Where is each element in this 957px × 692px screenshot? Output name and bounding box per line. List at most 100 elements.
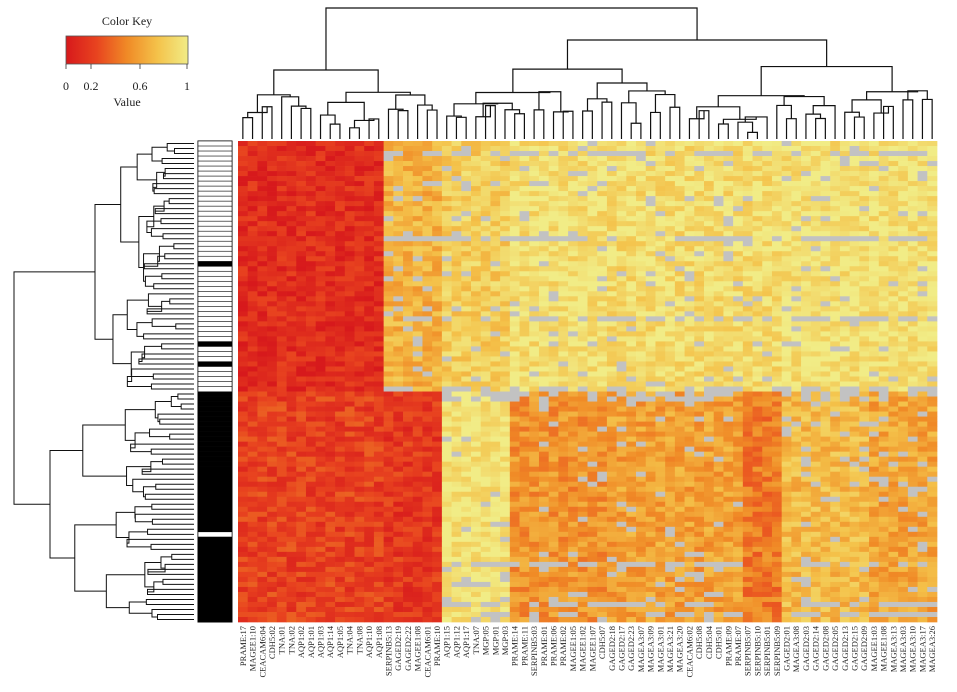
heatmap-cell [674,341,685,347]
heatmap-cell [791,236,802,242]
heatmap-cell [742,396,753,402]
heatmap-cell [305,321,317,327]
heatmap-cell [403,431,414,437]
heatmap-cell [451,246,462,252]
heatmap-cell [276,146,287,152]
heatmap-cell [791,176,802,182]
heatmap-cell [674,151,685,157]
heatmap-cell [810,381,821,387]
side-bar-cell [197,296,233,302]
heatmap-cell [733,336,744,342]
heatmap-cell [597,166,608,172]
heatmap-cell [771,306,783,312]
heatmap-cell [247,276,258,282]
heatmap-cell [791,321,802,327]
heatmap-cell [538,241,550,247]
heatmap-cell [344,301,355,307]
heatmap-cell [441,261,452,267]
heatmap-cell [558,391,569,397]
heatmap-cell [762,196,773,202]
heatmap-cell [364,161,375,167]
heatmap-cell [626,381,637,387]
heatmap-cell [898,156,909,162]
heatmap-cell [742,441,753,447]
heatmap-cell [723,241,734,247]
heatmap-cell [364,311,375,317]
heatmap-cell [432,266,443,272]
heatmap-cell [791,331,802,337]
dendrogram-branch [138,353,194,362]
heatmap-cell [354,416,365,422]
heatmap-cell [451,141,462,147]
heatmap-cell [733,146,744,152]
heatmap-cell [490,326,501,332]
heatmap-cell [538,326,550,332]
heatmap-cell [917,421,928,427]
side-bar-cell [198,596,232,603]
heatmap-cell [859,251,870,257]
heatmap-cell [335,186,346,192]
heatmap-cell [626,391,637,397]
heatmap-cell [373,166,384,172]
heatmap-cell [305,201,317,207]
heatmap-cell [771,196,783,202]
heatmap-cell [684,351,695,357]
heatmap-cell [296,376,307,382]
heatmap-cell [422,361,433,367]
heatmap-cell [383,351,394,357]
heatmap-cell [461,466,472,473]
dendrogram-branch [853,116,865,139]
heatmap-cell [305,141,317,147]
heatmap-cell [490,256,501,262]
heatmap-cell [665,441,676,447]
heatmap-cell [500,371,511,377]
heatmap-cell [839,356,850,362]
heatmap-cell [587,341,598,347]
heatmap-cell [354,411,365,417]
heatmap-cell [684,171,695,177]
heatmap-cell [480,276,491,282]
heatmap-cell [655,381,666,387]
heatmap-cell [597,196,608,202]
heatmap-cell [519,361,530,367]
heatmap-cell [597,216,608,222]
heatmap-cell [655,286,666,292]
heatmap-cell [820,266,831,272]
heatmap-cell [335,366,346,372]
heatmap-cell [791,441,802,447]
heatmap-cell [325,446,336,452]
heatmap-cell [645,461,656,468]
heatmap-cell [548,381,559,387]
heatmap-cell [771,186,783,192]
heatmap-cell [335,176,346,182]
heatmap-cell [810,151,821,157]
heatmap-cell [509,411,520,417]
heatmap-cell [286,151,297,157]
heatmap-cell [771,256,783,262]
heatmap-cell [917,286,928,292]
heatmap-cell [538,181,550,187]
heatmap-cell [597,206,608,212]
heatmap-cell [810,431,821,437]
heatmap-cell [238,181,249,187]
heatmap-cell [383,226,394,232]
heatmap-cell [558,446,569,452]
heatmap-cell [762,296,773,302]
heatmap-cell [839,261,850,267]
heatmap-cell [733,226,744,232]
heatmap-cell [723,346,734,352]
dendrogram-branch [174,148,194,155]
heatmap-cell [849,216,860,222]
heatmap-cell [626,246,637,252]
heatmap-cell [869,151,880,157]
heatmap-cell [519,206,530,212]
heatmap-cell [422,346,433,352]
heatmap-cell [335,221,346,227]
heatmap-cell [529,346,540,352]
heatmap-cell [616,396,627,402]
heatmap-cell [733,281,744,287]
heatmap-cell [888,156,899,162]
heatmap-cell [820,271,831,277]
heatmap-cell [752,301,763,307]
